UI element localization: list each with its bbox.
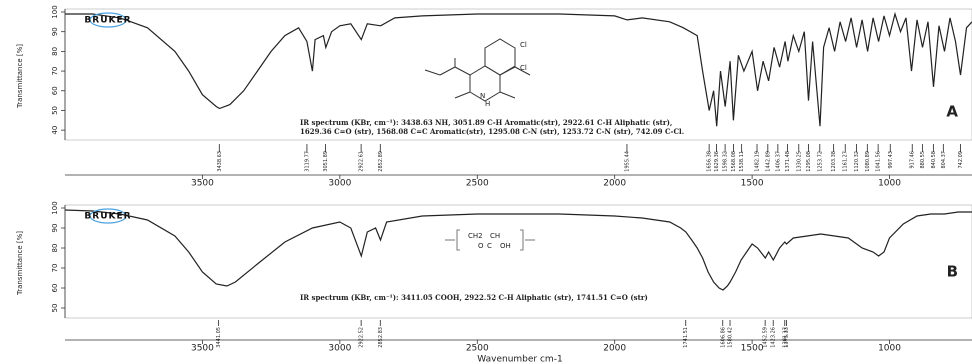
x-tick-label: 3500 [191,344,214,354]
peak-label: 1203.38 [831,151,837,172]
panel-label: B [947,263,958,281]
peak-label: 1080.89 [865,151,871,172]
annotation: 1629.36 C=O (str), 1568.08 C=C Aromatic(… [300,127,684,136]
logo: BRUKER [84,212,131,222]
structure-label: N [480,92,485,100]
peak-label: 1423.26 [771,327,777,348]
peak-label: 1253.72 [817,151,823,172]
structure-label: CH [490,232,500,240]
peak-label: 1452.59 [763,327,769,348]
peak-label: 997.43 [888,151,894,169]
logo-mark [89,208,127,224]
peak-label: 1955.44 [624,151,630,172]
peak-label: 1406.37 [775,151,781,172]
peak-label: 1606.86 [720,327,726,348]
peak-label: 1161.27 [843,151,849,172]
y-tick-label: 50 [51,304,59,313]
peak-label: 1598.32 [723,151,729,172]
annotation: IR spectrum (KBr, cm⁻¹): 3438.63 NH, 305… [300,118,672,127]
peak-label: 1375.33 [784,327,790,348]
x-tick-label: 2000 [603,179,626,189]
peak-label: 804.37 [941,151,947,169]
peak-label: 2922.52 [359,327,365,348]
peak-label: 1538.11 [739,151,745,172]
y-tick-label: 40 [51,126,59,135]
x-tick-label: 2500 [466,179,489,189]
peak-label: 1568.08 [731,151,737,172]
structure-label: Cl [520,64,527,72]
peak-label: 1041.56 [876,151,882,172]
y-tick-label: 70 [51,67,59,76]
peak-label: 1741.51 [683,327,689,348]
y-tick-label: 50 [51,106,59,115]
x-tick-label: 3500 [191,179,214,189]
y-tick-label: 100 [51,201,59,214]
structure-b [445,229,535,251]
structure-a [424,38,531,102]
x-axis-title: Wavenumber cm-1 [477,355,562,364]
x-tick-label: 3000 [328,179,351,189]
y-tick-label: 90 [51,224,59,233]
y-tick-label: 90 [51,27,59,36]
peak-label: 2922.61 [359,151,365,172]
annotation: IR spectrum (KBr, cm⁻¹): 3411.05 COOH, 2… [300,293,648,302]
peak-label: 3051.89 [323,151,329,172]
peak-label: 3438.63 [217,151,223,172]
peak-label: 742.09 [958,151,964,169]
peak-label: 1371.48 [785,151,791,172]
peak-label: 2852.89 [378,151,384,172]
y-axis-title: Transmittance [%] [16,44,24,109]
peak-label: 1442.89 [765,151,771,172]
peak-label: 1120.32 [854,151,860,172]
peak-label: 1580.42 [728,327,734,348]
peak-label: 2852.83 [378,327,384,348]
structure-label: CH2 [468,232,483,240]
structure-label: C [487,242,492,250]
peak-label: 840.58 [931,151,937,169]
y-axis-title: Transmittance [%] [16,231,24,296]
peak-label: 3119.77 [304,151,310,172]
logo: BRUKER [84,16,131,26]
x-tick-label: 2000 [603,344,626,354]
y-tick-label: 60 [51,284,59,293]
peak-label: 1482.19 [755,151,761,172]
peak-label: 1295.08 [806,151,812,172]
peak-label: 1381.17 [782,327,788,348]
x-tick-label: 2500 [466,344,489,354]
structure-label: Cl [520,41,527,49]
peak-label: 1330.25 [796,151,802,172]
y-tick-label: 60 [51,86,59,95]
peak-label: 917.46 [910,151,916,169]
y-tick-label: 80 [51,47,59,56]
x-tick-label: 1000 [878,344,901,354]
y-tick-label: 100 [51,5,59,18]
y-tick-label: 80 [51,244,59,253]
logo-mark [89,12,127,28]
structure-label: O [478,242,484,250]
peak-label: 880.55 [920,151,926,169]
x-tick-label: 1500 [741,344,764,354]
x-tick-label: 1500 [741,179,764,189]
peak-label: 1629.36 [714,151,720,172]
spectrum-line [64,209,972,291]
x-tick-label: 3000 [328,344,351,354]
peak-label: 3441.05 [216,327,222,348]
x-tick-label: 1000 [878,179,901,189]
panel-label: A [946,103,958,121]
structure-label: H [485,100,490,108]
spectrum-line [65,11,972,127]
y-tick-label: 70 [51,264,59,273]
peak-label: 1656.38 [707,151,713,172]
structure-label: OH [500,242,511,250]
